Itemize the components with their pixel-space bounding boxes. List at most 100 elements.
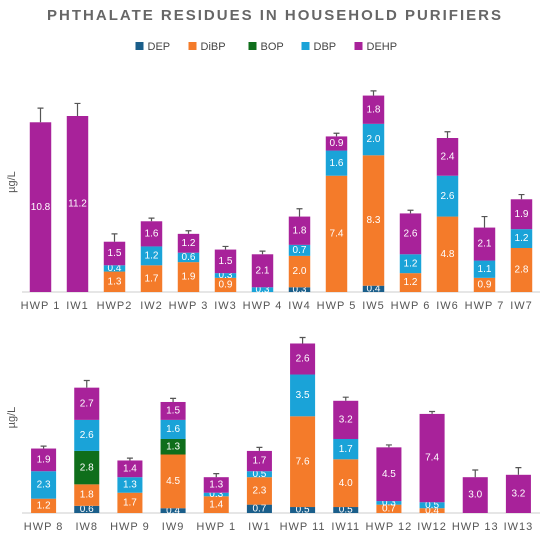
legend-label: DiBP	[201, 41, 226, 53]
x-tick-label: HWP 9	[110, 521, 150, 533]
data-label: 1.2	[145, 250, 159, 261]
data-label: 2.7	[80, 398, 94, 409]
data-label: 2.0	[367, 134, 381, 145]
bar-segment	[290, 416, 316, 508]
bar-segment	[362, 123, 385, 156]
bar-segment	[160, 419, 186, 439]
x-tick-label: HWP 13	[452, 521, 499, 533]
bar-segment	[74, 419, 100, 451]
data-label: 1.6	[166, 424, 180, 435]
bar-segment	[333, 400, 359, 439]
bar-segment	[510, 248, 533, 292]
x-tick-label: HWP 7	[465, 300, 505, 312]
bar-segment	[214, 277, 237, 292]
bar-segment	[362, 155, 385, 286]
data-label: 0.3	[209, 489, 223, 500]
bar-segment	[203, 496, 229, 513]
error-bar	[40, 445, 47, 449]
bar-segment	[325, 175, 348, 292]
bar-segment	[246, 477, 272, 505]
x-tick-label: IW2	[140, 300, 163, 312]
data-label: 0.3	[293, 284, 307, 295]
data-label: 1.6	[145, 228, 159, 239]
data-label: 0.5	[296, 505, 310, 516]
error-bar	[222, 245, 229, 250]
data-label: 4.5	[166, 476, 180, 487]
bar-segment	[31, 471, 57, 499]
data-label: 2.1	[256, 265, 270, 276]
data-label: 1.8	[367, 104, 381, 115]
bar-segment	[288, 216, 311, 245]
data-label: 0.9	[219, 280, 233, 291]
bar-segment	[251, 254, 274, 288]
x-tick-label: HWP 1	[196, 521, 236, 533]
legend-label: BOP	[261, 41, 284, 53]
bar-segment	[510, 229, 533, 248]
bar-segment	[74, 450, 100, 485]
x-tick-label: IW6	[436, 300, 459, 312]
data-label: 1.3	[123, 480, 137, 491]
bar-segment	[103, 265, 126, 272]
error-bar	[481, 215, 488, 228]
data-label: 3.2	[339, 415, 353, 426]
bar-segment	[29, 122, 52, 293]
data-label: 4.5	[382, 469, 396, 480]
data-label: 3.5	[296, 390, 310, 401]
data-label: 2.8	[80, 462, 94, 473]
data-label: 0.6	[80, 504, 94, 515]
bar-segment	[103, 241, 126, 266]
error-bar	[370, 90, 377, 96]
data-label: 10.8	[31, 202, 51, 213]
x-tick-label: IW5	[362, 300, 385, 312]
data-label: 1.7	[339, 444, 353, 455]
error-bar	[185, 230, 192, 234]
bar-segment	[436, 216, 459, 292]
error-bar	[342, 396, 349, 401]
y-axis-label: µg/L	[6, 407, 18, 429]
bar-segment	[362, 95, 385, 124]
y-axis-label: µg/L	[6, 171, 18, 193]
bar-segment	[74, 505, 100, 513]
bar-segment	[473, 227, 496, 261]
data-label: 1.6	[330, 158, 344, 169]
legend-swatch	[301, 42, 310, 50]
data-label: 4.8	[441, 249, 455, 260]
data-label: 2.6	[80, 430, 94, 441]
data-label: 1.4	[123, 463, 137, 474]
data-label: 1.2	[182, 238, 196, 249]
data-label: 0.9	[330, 138, 344, 149]
x-tick-label: HWP 11	[280, 521, 326, 533]
x-tick-label: IW8	[75, 521, 98, 533]
data-label: 1.2	[37, 500, 51, 511]
bar-segment	[251, 287, 274, 292]
error-bar	[126, 457, 133, 461]
data-label: 1.2	[404, 277, 418, 288]
bar-segment	[246, 471, 272, 478]
bar-segment	[462, 477, 488, 513]
data-label: 1.8	[80, 490, 94, 501]
error-bar	[333, 132, 340, 137]
data-label: 1.5	[108, 248, 122, 259]
data-label: 1.8	[293, 225, 307, 236]
data-label: 0.3	[219, 270, 233, 281]
data-label: 8.3	[367, 215, 381, 226]
x-tick-label: HWP 1	[21, 300, 61, 312]
bar-segment	[117, 492, 143, 513]
data-label: 1.2	[404, 258, 418, 269]
legend-swatch	[135, 42, 144, 50]
data-label: 1.9	[515, 209, 529, 220]
bar-segment	[288, 287, 311, 292]
bar-segment	[177, 262, 200, 292]
bar-segment	[290, 374, 316, 417]
data-label: 2.6	[404, 228, 418, 239]
error-bar	[472, 469, 479, 478]
data-label: 0.6	[182, 252, 196, 263]
x-tick-label: IW12	[417, 521, 447, 533]
error-bar	[407, 209, 414, 214]
data-label: 0.5	[252, 469, 266, 480]
data-label: 1.3	[166, 441, 180, 452]
bar-segment	[103, 271, 126, 292]
bar-segment	[399, 213, 422, 255]
bar-segment	[376, 504, 402, 513]
bar-segment	[436, 175, 459, 217]
